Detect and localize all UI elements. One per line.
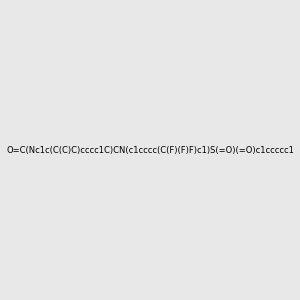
- Text: O=C(Nc1c(C(C)C)cccc1C)CN(c1cccc(C(F)(F)F)c1)S(=O)(=O)c1ccccc1: O=C(Nc1c(C(C)C)cccc1C)CN(c1cccc(C(F)(F)F…: [6, 146, 294, 154]
